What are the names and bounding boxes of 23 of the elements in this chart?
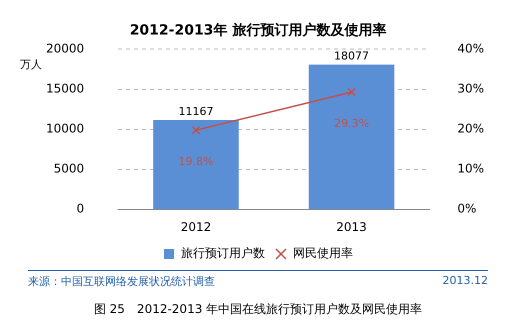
data-label: 29.3%: [334, 116, 370, 130]
y-tick-label: 0: [76, 202, 84, 216]
y2-tick-label: 40%: [457, 41, 484, 56]
x-tick-label: 2013: [336, 220, 367, 234]
data-label: 11167: [178, 104, 214, 118]
y2-tick-label: 20%: [457, 122, 484, 136]
legend-label: 旅行预订用户数: [181, 246, 265, 260]
data-label: 18077: [334, 49, 370, 62]
legend-label: 网民使用率: [293, 246, 353, 260]
y2-tick-label: 0%: [457, 202, 476, 216]
chart-title: 2012-2013年 旅行预订用户数及使用率: [130, 21, 386, 38]
y-tick-label: 20000: [46, 41, 84, 56]
y2-tick-label: 10%: [457, 162, 484, 176]
y-tick-label: 5000: [54, 162, 84, 176]
y-tick-label: 10000: [46, 122, 84, 136]
y-axis-title: 万人: [20, 58, 42, 72]
x-tick-label: 2012: [180, 220, 212, 234]
text: 2013.12: [442, 274, 488, 289]
y2-tick-label: 30%: [457, 81, 484, 96]
source-note: 来源：中国互联网络发展状况统计调查: [28, 274, 215, 289]
data-label: 19.8%: [178, 155, 214, 168]
y-tick-label: 15000: [46, 81, 84, 96]
caption: 图 25 2012-2013 年中国在线旅行预订用户数及网民使用率: [92, 301, 424, 318]
